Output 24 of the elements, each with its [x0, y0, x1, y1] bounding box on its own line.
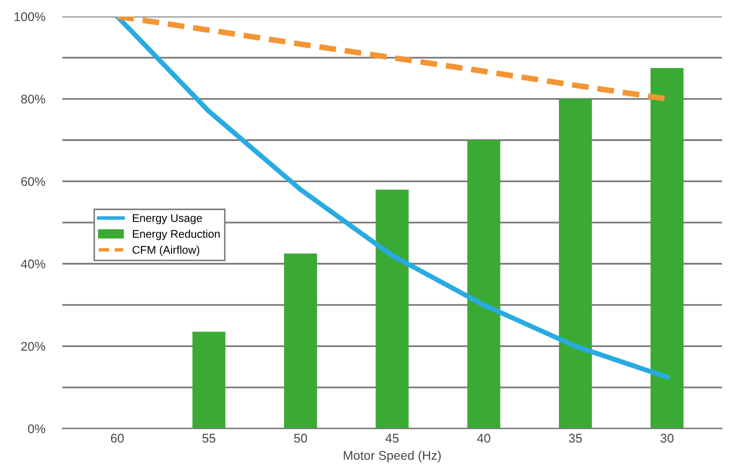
y-tick-label: 40% [20, 260, 46, 268]
x-axis-title: Motor Speed (Hz) [344, 450, 441, 462]
x-tick-label: 40 [477, 434, 490, 443]
legend-label: CFM (Airflow) [132, 246, 200, 256]
y-tick-label: 0% [28, 424, 46, 434]
bar [376, 190, 409, 429]
bar [467, 140, 500, 429]
bar [192, 332, 226, 429]
line-series [114, 16, 670, 380]
bar [650, 68, 684, 429]
y-tick-label: 20% [21, 342, 46, 351]
bar [284, 253, 318, 429]
x-tick-label: 55 [202, 434, 216, 443]
bar [558, 98, 592, 429]
x-tick-label: 60 [110, 434, 124, 443]
legend-label: Energy Usage [132, 214, 202, 224]
y-tick-label: 60% [21, 177, 46, 186]
legend-label: Energy Reduction [132, 230, 220, 240]
x-tick-label: 35 [568, 434, 582, 443]
y-tick-label: 80% [21, 94, 46, 104]
x-tick-label: 50 [294, 434, 307, 443]
x-tick-label: 45 [385, 434, 399, 443]
x-tick-label: 30 [660, 434, 674, 443]
y-tick-label: 100% [14, 12, 46, 22]
